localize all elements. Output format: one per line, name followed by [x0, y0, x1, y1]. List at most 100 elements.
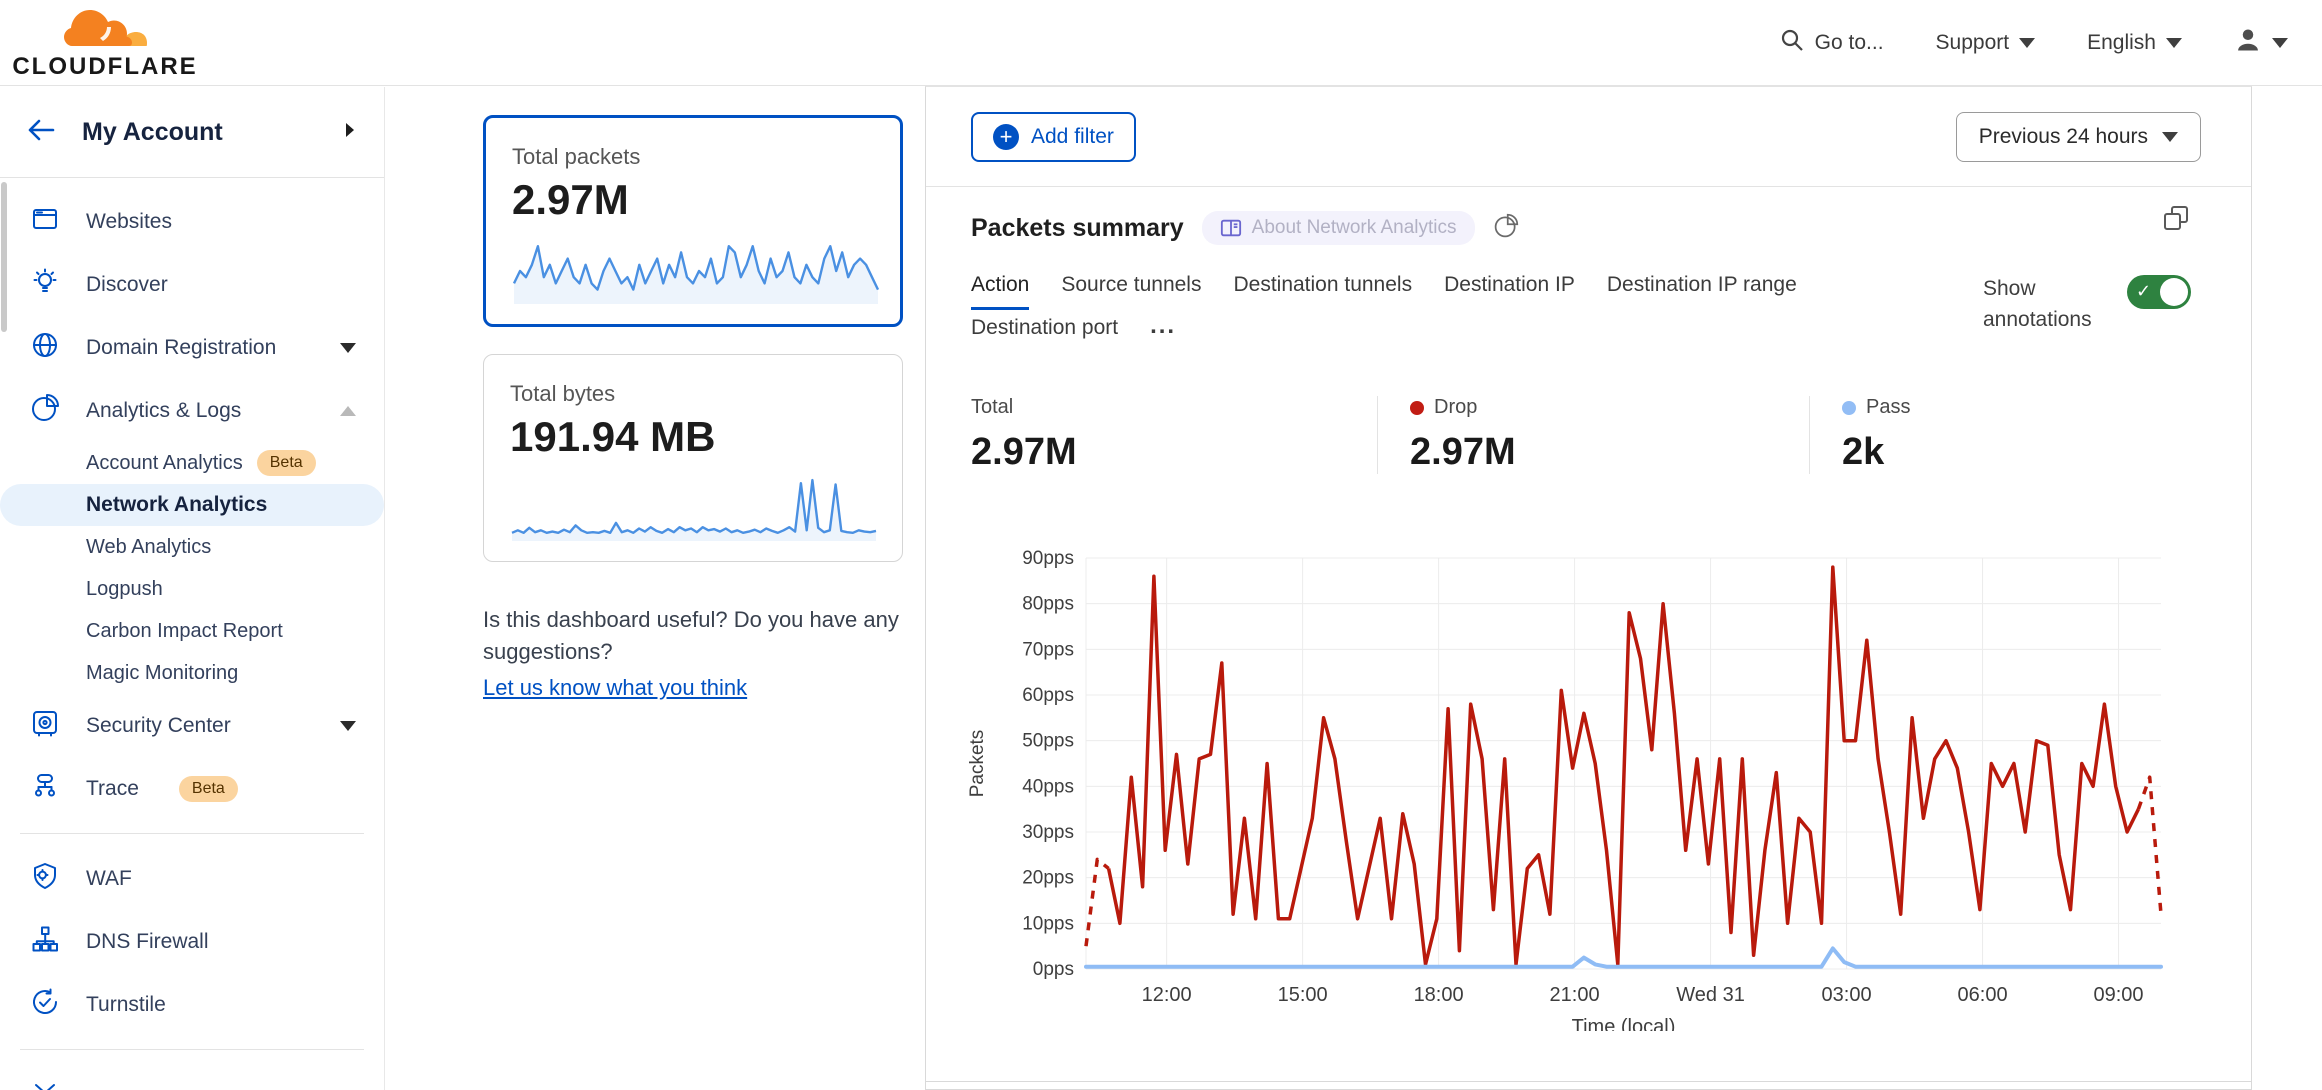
dimension-tabs: Action Source tunnels Destination tunnels D… [971, 273, 1831, 310]
toggle-knob [2160, 278, 2188, 306]
stat-total: Total 2.97M [971, 396, 1377, 474]
globe-icon [33, 333, 57, 357]
goto-search[interactable]: Go to... [1779, 27, 1884, 59]
sparkline-chart [512, 244, 880, 304]
globe-icon [30, 330, 60, 365]
annotations-toggle[interactable]: ✓ [2127, 275, 2191, 309]
sidebar-item-analytics-logs[interactable]: Analytics & Logs [0, 379, 384, 442]
sidebar-item-domain-registration[interactable]: Domain Registration [0, 316, 384, 379]
sparkle-icon [33, 1084, 57, 1090]
support-menu[interactable]: Support [1936, 31, 2036, 55]
y-tick-label: 30pps [1022, 822, 1074, 843]
tab-destination-ip-range[interactable]: Destination IP range [1606, 273, 1797, 296]
sidebar-item-carbon-impact-report[interactable]: Carbon Impact Report [0, 610, 384, 652]
y-tick-label: 50pps [1022, 731, 1074, 752]
stat-label: Pass [1866, 396, 1911, 418]
shield-gear-icon [34, 863, 56, 889]
section-divider [926, 1081, 2251, 1082]
browser-icon [33, 209, 57, 229]
sidebar-scrollbar[interactable] [1, 182, 7, 332]
header-nav: Go to... Support English [1779, 26, 2288, 60]
packets-chart-wrap: 0pps 10pps 20pps 30pps 40pps 50pps 60pps 70pps 8… [961, 541, 2253, 1038]
account-menu[interactable] [2234, 26, 2288, 60]
add-filter-button[interactable]: + Add filter [971, 111, 1136, 162]
x-tick-label: Wed 31 [1676, 984, 1745, 1006]
tab-destination-port[interactable]: Destination port [971, 316, 1119, 339]
y-tick-label: 60pps [1022, 685, 1074, 706]
rotate-check-icon [33, 988, 57, 1014]
y-axis-title: Packets [967, 730, 988, 798]
sidebar-item-discover[interactable]: Discover [0, 253, 384, 316]
chevron-right-icon[interactable] [344, 122, 356, 143]
chevron-down-icon [2162, 131, 2178, 142]
drop-series-line [1106, 565, 2140, 967]
metric-card-total-packets[interactable]: Total packets 2.97M [483, 115, 903, 327]
y-tick-label: 90pps [1022, 548, 1074, 569]
network-tree-icon [30, 924, 60, 959]
cloudflare-logo[interactable]: CLOUDFLARE [12, 4, 196, 81]
sidebar-item-dns-firewall[interactable]: DNS Firewall [0, 910, 384, 973]
lightbulb-icon [33, 268, 57, 292]
sidebar: My Account Websites Discover Domain Regist… [0, 87, 385, 1090]
packets-summary-section: Packets summary About Network Analytics [926, 187, 2251, 474]
metric-card-value: 2.97M [512, 176, 629, 223]
stat-value: 2.97M [1410, 431, 1516, 473]
legend-dot [1842, 400, 1856, 415]
more-tabs-button[interactable]: ... [1150, 312, 1177, 339]
feedback-link[interactable]: Let us know what you think [483, 675, 748, 700]
app-header: CLOUDFLARE Go to... Support English [0, 0, 2322, 86]
tab-action[interactable]: Action [971, 273, 1030, 310]
stat-label: Total [971, 396, 1014, 418]
cloudflare-cloud-icon [62, 4, 148, 55]
chevron-up-icon [340, 405, 356, 416]
check-icon: ✓ [2136, 281, 2152, 301]
stat-label: Drop [1434, 396, 1478, 418]
packets-summary-header: Packets summary About Network Analytics [971, 211, 2201, 245]
feedback-question: Is this dashboard useful? Do you have an… [483, 607, 899, 664]
sidebar-subitem-label: Logpush [86, 577, 163, 600]
x-axis-title: Time (local) [1572, 1016, 1676, 1031]
sidebar-divider [20, 1049, 364, 1050]
x-tick-label: 18:00 [1414, 984, 1464, 1006]
y-tick-label: 80pps [1022, 594, 1074, 615]
stat-value: 2k [1842, 431, 1885, 473]
sidebar-item-trace[interactable]: Trace Beta [0, 757, 384, 820]
sidebar-item-waf[interactable]: WAF [0, 847, 384, 910]
sidebar-item-websites[interactable]: Websites [0, 190, 384, 253]
sidebar-item-label: WAF [86, 866, 132, 890]
sidebar-item-item[interactable] [0, 1063, 384, 1090]
summary-cards: Total packets 2.97M Total bytes 191.94 MB [483, 115, 925, 562]
sidebar-item-label: Websites [86, 209, 172, 233]
filter-toolbar: + Add filter Previous 24 hours [926, 87, 2251, 187]
sidebar-divider [20, 833, 364, 834]
time-range-button[interactable]: Previous 24 hours [1955, 111, 2201, 162]
rotate-check-icon [30, 987, 60, 1022]
sidebar-item-web-analytics[interactable]: Web Analytics [0, 526, 384, 568]
y-tick-label: 10pps [1022, 913, 1074, 934]
tab-destination-tunnels[interactable]: Destination tunnels [1233, 273, 1413, 296]
sidebar-item-logpush[interactable]: Logpush [0, 568, 384, 610]
about-network-analytics-tag[interactable]: About Network Analytics [1201, 211, 1475, 245]
sidebar-account-header: My Account [0, 87, 384, 178]
goto-label: Go to... [1814, 30, 1884, 54]
metric-card-total-bytes[interactable]: Total bytes 191.94 MB [483, 354, 903, 562]
tab-destination-ip[interactable]: Destination IP [1444, 273, 1575, 296]
pie-chart-icon[interactable] [1493, 213, 1519, 244]
shield-gear-icon [30, 861, 60, 896]
x-tick-label: 15:00 [1278, 984, 1328, 1006]
sidebar-item-turnstile[interactable]: Turnstile [0, 973, 384, 1036]
sidebar-item-security-center[interactable]: Security Center [0, 694, 384, 757]
sidebar-item-magic-monitoring[interactable]: Magic Monitoring [0, 652, 384, 694]
sidebar-subitem-label: Carbon Impact Report [86, 619, 283, 642]
safe-icon [30, 708, 60, 743]
tab-source-tunnels[interactable]: Source tunnels [1061, 273, 1202, 296]
sidebar-item-label: Analytics & Logs [86, 398, 242, 422]
language-menu[interactable]: English [2087, 31, 2182, 55]
sidebar-item-account-analytics[interactable]: Account Analytics Beta [0, 442, 384, 484]
back-arrow-icon[interactable] [26, 117, 56, 148]
sidebar-item-network-analytics[interactable]: Network Analytics [0, 484, 384, 526]
metric-card-title: Total packets [512, 144, 641, 169]
legend-dot [1410, 400, 1424, 415]
expand-panel-icon[interactable] [2163, 205, 2189, 236]
pie-icon [32, 394, 59, 421]
